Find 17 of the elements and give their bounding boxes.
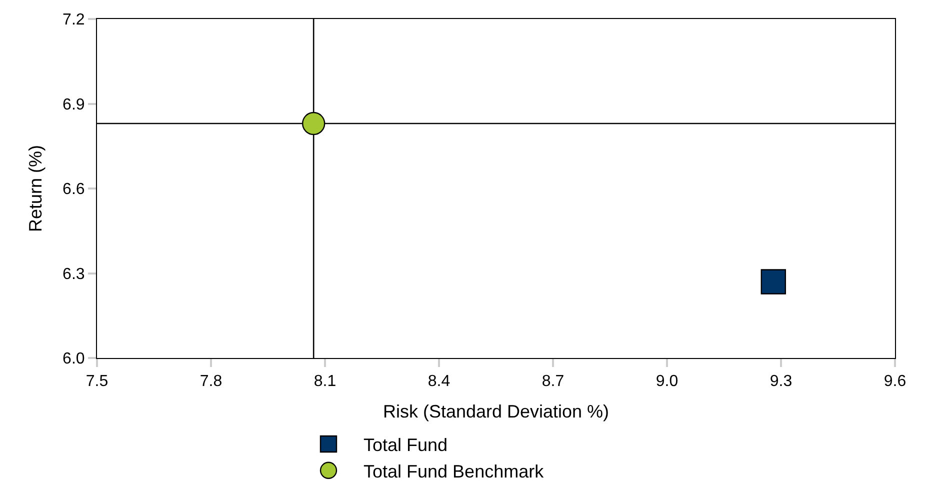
x-tick-label: 8.1 [314,373,336,390]
x-tick-label: 9.0 [656,373,678,390]
y-tick-label: 6.0 [62,350,85,368]
x-tick-label: 7.5 [86,373,108,390]
y-tick-label: 6.9 [62,96,85,114]
x-tick-label: 7.8 [200,373,222,390]
legend-label: Total Fund [364,435,448,456]
y-tick-label: 7.2 [62,12,85,29]
y-tick-label: 6.3 [62,266,85,283]
x-tick-label: 8.4 [428,373,450,390]
legend-label: Total Fund Benchmark [364,461,545,482]
x-tick-label: 8.7 [542,373,564,390]
y-axis-title: Return (%) [26,144,46,232]
y-tick-label: 6.6 [62,181,85,198]
x-axis-title: Risk (Standard Deviation %) [382,401,610,422]
x-tick-label: 9.3 [770,373,792,390]
x-tick-label: 9.6 [884,373,906,390]
